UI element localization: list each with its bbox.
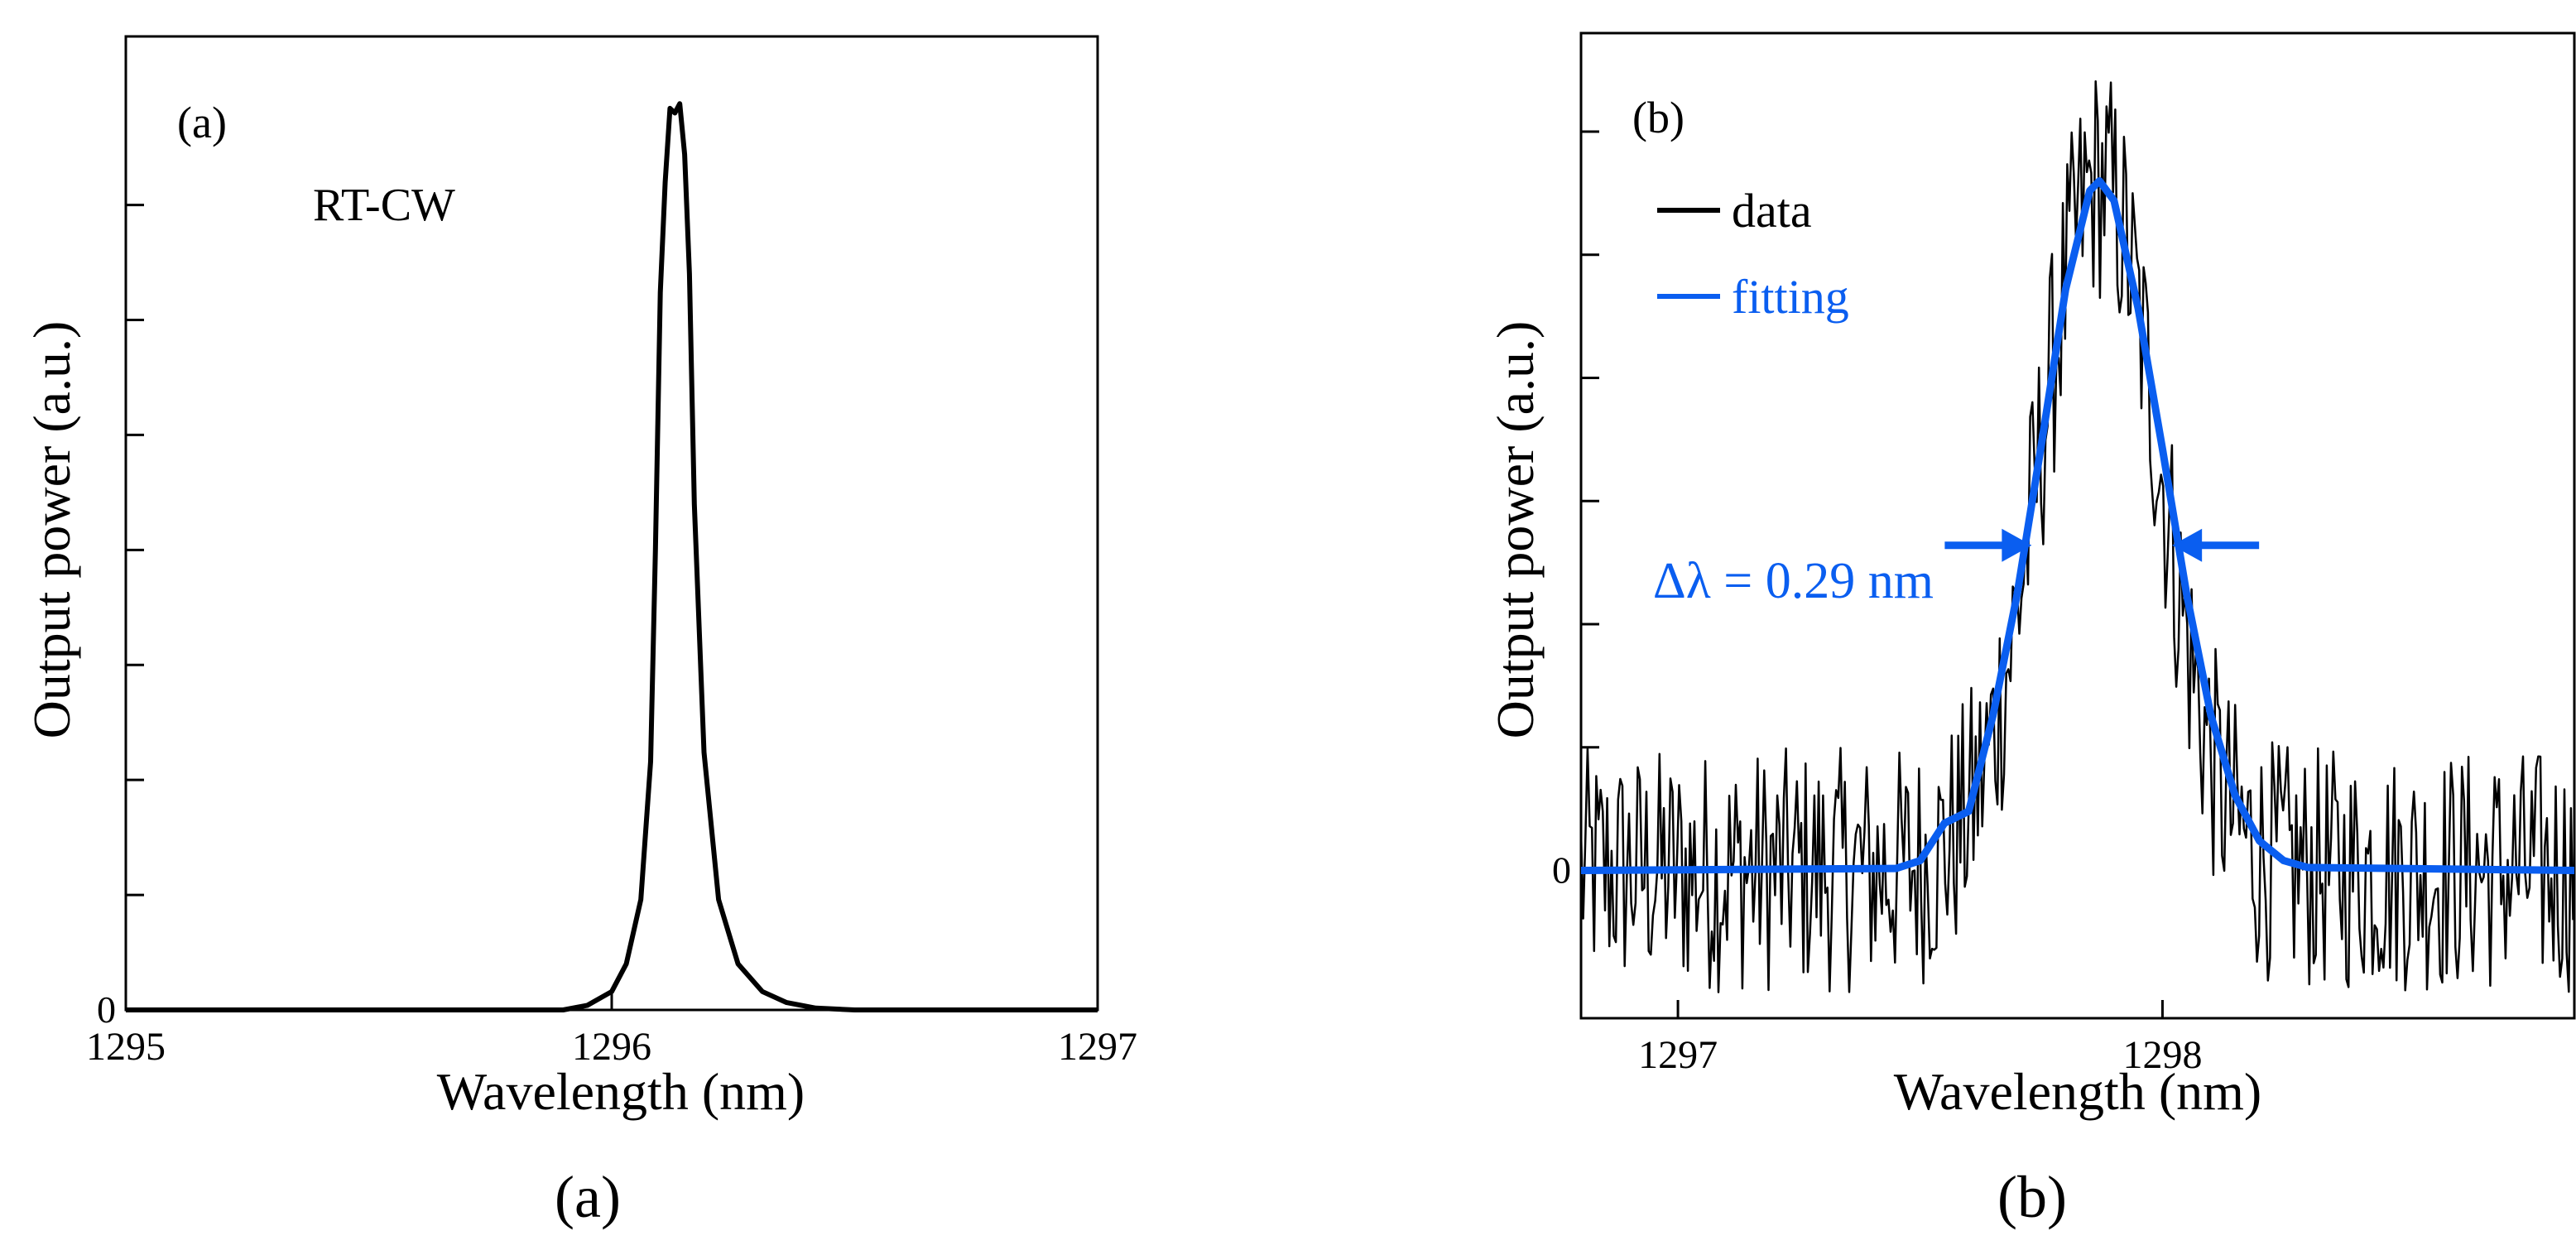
chart-a-x-ticks: 1295 1296 1297 <box>86 992 1137 1069</box>
chart-a-frame <box>124 35 1099 1012</box>
chart-a-x-tick-label: 1296 <box>572 1025 651 1069</box>
chart-b-linewidth-annotation: Δλ = 0.29 nm <box>1653 528 2260 609</box>
linewidth-arrowhead-right <box>2172 528 2203 562</box>
chart-a-caption: (a) <box>555 1164 621 1230</box>
chart-b-frame <box>1579 31 2576 1020</box>
chart-b-x-label: Wavelength (nm) <box>1894 1062 2261 1121</box>
chart-b-legend: data fitting <box>1657 184 1849 324</box>
chart-a-y-tick-label: 0 <box>97 988 116 1031</box>
chart-b-x-ticks: 1297 1298 <box>1638 1000 2202 1077</box>
chart-a-series-line <box>126 101 1098 1012</box>
chart-a-x-tick-label: 1297 <box>1058 1025 1137 1069</box>
chart-b-x-tick-label: 1297 <box>1638 1033 1718 1077</box>
chart-b-series-data <box>1579 79 2574 993</box>
chart-a-y-label: Output power (a.u.) <box>22 321 81 739</box>
chart-b-panel-tag: (b) <box>1632 93 1684 142</box>
chart-a-series <box>126 101 1098 1012</box>
linewidth-arrowhead-left <box>2002 528 2032 562</box>
chart-b-y-tick-label: 0 <box>1552 849 1571 892</box>
chart-b-series-fitting <box>1580 177 2575 874</box>
chart-b-series <box>1579 79 2575 993</box>
linewidth-label: Δλ = 0.29 nm <box>1653 553 1934 609</box>
chart-b-caption: (b) <box>1997 1164 2067 1230</box>
chart-a-panel-tag: (a) <box>177 98 227 147</box>
chart-b-y-ticks: 0 <box>1552 130 1599 892</box>
chart-b-x-tick-label: 1298 <box>2122 1033 2202 1077</box>
chart-b-y-label: Output power (a.u.) <box>1486 321 1545 739</box>
chart-b: 1297 1298 0 (b) data fitting Δλ = 0.29 nm… <box>1486 31 2576 1230</box>
legend-data-label: data <box>1732 184 1812 238</box>
chart-a-y-ticks: 0 <box>97 204 144 1031</box>
chart-a-x-tick-label: 1295 <box>86 1025 166 1069</box>
legend-fitting-label: fitting <box>1732 270 1849 324</box>
chart-a-annotation: RT-CW <box>313 180 455 231</box>
chart-a-x-label: Wavelength (nm) <box>437 1062 805 1121</box>
chart-a: 1295 1296 1297 0 (a) RT-CW Wavelength (nm)… <box>22 35 1137 1230</box>
